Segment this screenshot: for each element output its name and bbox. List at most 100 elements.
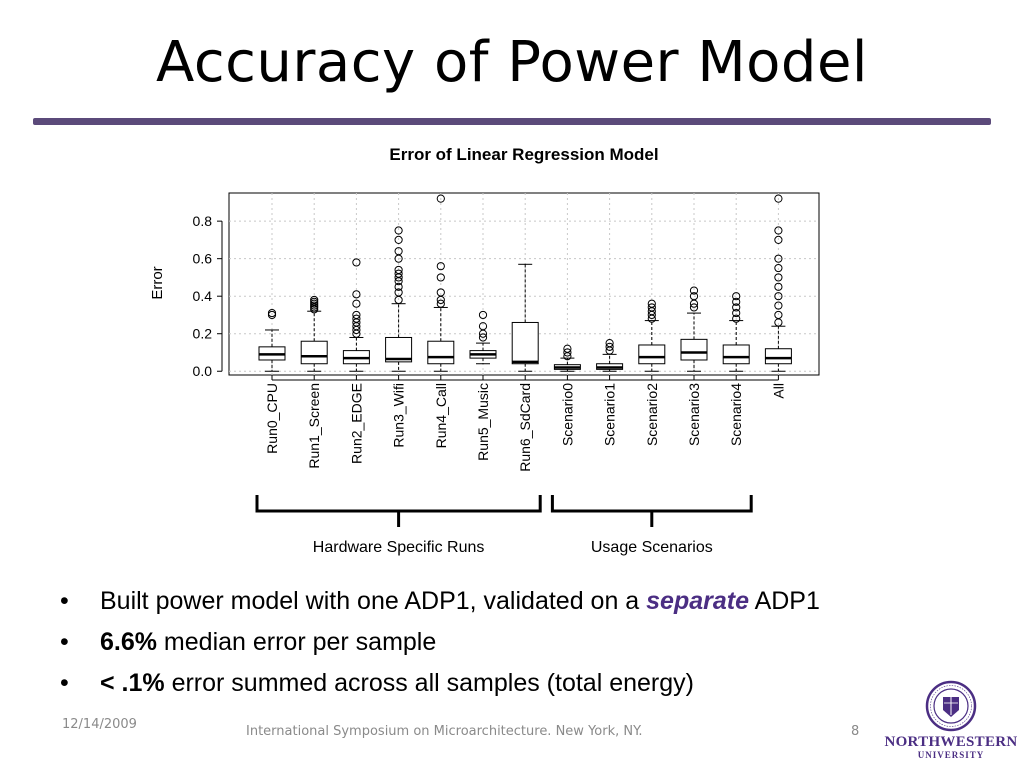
footer-date: 12/14/2009: [62, 717, 137, 732]
outlier-point: [732, 297, 741, 306]
outlier-point: [352, 299, 361, 308]
box: [385, 336, 413, 363]
bullet-item: • < .1% error summed across all samples (…: [56, 666, 956, 707]
x-tick-label: Run3_Wifi: [391, 383, 407, 448]
box-run4-call: [427, 194, 455, 372]
box-scenario0: [553, 344, 581, 372]
university-wordmark: NORTHWESTERN UNIVERSITY: [884, 735, 1018, 761]
outlier-point: [394, 288, 403, 297]
bullet-marker: •: [60, 669, 69, 697]
outlier-point: [732, 314, 741, 323]
outlier-point: [478, 333, 488, 342]
outlier-point: [436, 299, 445, 308]
outlier-point: [352, 290, 361, 299]
box-scenario3: [680, 286, 708, 372]
group-label: Hardware Specific Runs: [313, 539, 485, 556]
x-tick-label: Run0_CPU: [264, 383, 280, 454]
bullet-item: • Built power model with one ADP1, valida…: [56, 584, 956, 625]
outlier-point: [310, 295, 319, 305]
box-scenario1: [596, 339, 624, 372]
outlier-point: [774, 194, 783, 203]
box: [764, 348, 792, 365]
group-bracket: [255, 495, 542, 513]
x-tick-label: Run4_Call: [433, 383, 449, 448]
outlier-point: [394, 247, 403, 256]
outlier-point: [352, 314, 361, 323]
bullet-text: 6.6%: [100, 628, 157, 656]
bullet-text: error summed across all samples (total e…: [164, 669, 694, 697]
plot-frame: [228, 192, 820, 376]
outlier-point: [436, 194, 445, 203]
bullet-text: < .1%: [100, 669, 165, 697]
outlier-point: [394, 265, 403, 275]
outlier-point: [774, 263, 783, 273]
group-label: Usage Scenarios: [591, 539, 713, 556]
y-tick-label: 0.4: [193, 288, 213, 304]
wordmark-line2: UNIVERSITY: [917, 750, 985, 760]
outlier-point: [647, 299, 656, 308]
bullet-marker: •: [60, 628, 69, 656]
outlier-point: [774, 292, 783, 301]
outlier-point: [394, 226, 403, 235]
boxplot-chart: Error of Linear Regression Model Error 0…: [149, 145, 820, 556]
box: [427, 340, 455, 365]
outlier-point: [563, 344, 572, 353]
wordmark-line1: NORTHWESTERN: [884, 734, 1018, 750]
outlier-point: [774, 301, 783, 310]
outlier-point: [352, 310, 361, 320]
x-tick-label: Run1_Screen: [306, 383, 322, 469]
bullet-text: separate: [646, 587, 750, 615]
outlier-point: [394, 282, 403, 291]
box-run5-music: [469, 310, 497, 365]
x-tick-label: Run2_EDGE: [348, 383, 364, 464]
y-tick-label: 0.0: [193, 363, 213, 379]
bullet-text: median error per sample: [156, 628, 437, 656]
x-tick-label: Scenario0: [559, 383, 575, 446]
outlier-point: [478, 310, 488, 320]
outlier-point: [267, 308, 277, 318]
outlier-point: [394, 269, 403, 278]
box-run1-screen: [300, 295, 328, 372]
y-tick-label: 0.6: [193, 251, 213, 267]
group-brackets: Hardware Specific Runs Usage Scenarios: [255, 495, 753, 556]
box: [638, 344, 666, 365]
group-bracket: [550, 495, 753, 513]
y-tick-label: 0.8: [193, 213, 213, 229]
box-run2-edge: [342, 258, 370, 372]
box-run3-wifi: [385, 226, 413, 372]
outlier-point: [478, 322, 488, 331]
bullet-text: Built power model with one ADP1, validat…: [100, 587, 647, 615]
x-tick-label: Run6_SdCard: [517, 383, 533, 472]
outlier-point: [732, 303, 741, 312]
slide-title: Accuracy of Power Model: [156, 30, 868, 95]
y-tick-label: 0.2: [193, 326, 213, 342]
box: [511, 321, 539, 365]
outlier-point: [774, 226, 783, 235]
box: [680, 338, 708, 361]
x-tick-label: Scenario3: [686, 383, 702, 446]
y-axis-label: Error: [149, 266, 166, 299]
outlier-point: [605, 342, 614, 351]
outlier-point: [605, 339, 614, 348]
outlier-point: [774, 235, 783, 245]
x-tick-label: Scenario2: [644, 383, 660, 446]
box: [300, 340, 328, 365]
page-number: 8: [851, 724, 860, 739]
outlier-point: [689, 286, 699, 295]
x-tick-label: All: [770, 383, 786, 399]
bullet-list: • Built power model with one ADP1, valida…: [56, 584, 956, 707]
bullet-marker: •: [60, 587, 69, 615]
outlier-point: [436, 273, 445, 282]
bullet-text: ADP1: [749, 587, 820, 615]
outlier-point: [689, 303, 699, 312]
box: [722, 344, 750, 365]
outlier-point: [352, 258, 361, 267]
outlier-point: [774, 254, 783, 263]
box-run6-sdcard: [511, 263, 539, 372]
outlier-point: [732, 308, 741, 318]
outlier-point: [563, 348, 572, 357]
box-scenario4: [722, 292, 750, 372]
x-tick-label: Scenario4: [728, 383, 744, 446]
outlier-point: [436, 262, 445, 271]
outlier-point: [436, 288, 445, 297]
